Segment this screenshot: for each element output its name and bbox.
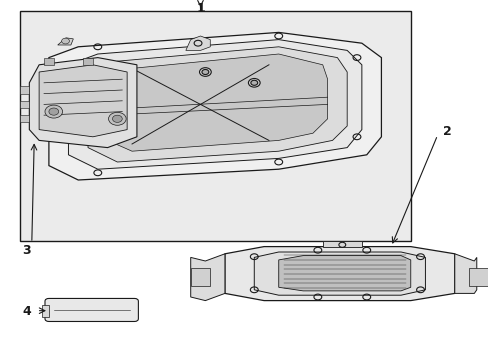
FancyBboxPatch shape — [45, 298, 138, 321]
Circle shape — [250, 80, 257, 85]
Polygon shape — [107, 54, 327, 151]
Bar — [20, 11, 410, 241]
Polygon shape — [454, 254, 476, 293]
Polygon shape — [83, 58, 93, 65]
Polygon shape — [254, 252, 425, 295]
Polygon shape — [29, 58, 137, 148]
Text: 3: 3 — [22, 244, 31, 257]
Polygon shape — [224, 247, 454, 301]
Circle shape — [202, 69, 208, 75]
Circle shape — [248, 78, 260, 87]
Circle shape — [112, 115, 122, 122]
Text: 4: 4 — [22, 305, 31, 318]
Polygon shape — [88, 47, 346, 162]
Polygon shape — [20, 115, 29, 122]
Circle shape — [108, 112, 126, 125]
Polygon shape — [44, 58, 54, 65]
Polygon shape — [190, 254, 224, 301]
Polygon shape — [68, 40, 361, 169]
Polygon shape — [58, 38, 73, 45]
Polygon shape — [322, 241, 361, 247]
Polygon shape — [49, 319, 134, 321]
Text: 2: 2 — [442, 125, 450, 138]
Circle shape — [61, 38, 69, 44]
Polygon shape — [41, 305, 49, 317]
Polygon shape — [278, 256, 410, 291]
Polygon shape — [185, 36, 210, 50]
Polygon shape — [468, 268, 488, 286]
Polygon shape — [20, 86, 29, 94]
Polygon shape — [190, 268, 210, 286]
Text: 1: 1 — [196, 2, 204, 15]
Polygon shape — [49, 32, 381, 180]
Circle shape — [199, 68, 211, 76]
Polygon shape — [39, 65, 127, 137]
Polygon shape — [20, 101, 29, 108]
Circle shape — [45, 105, 62, 118]
Circle shape — [49, 108, 59, 115]
